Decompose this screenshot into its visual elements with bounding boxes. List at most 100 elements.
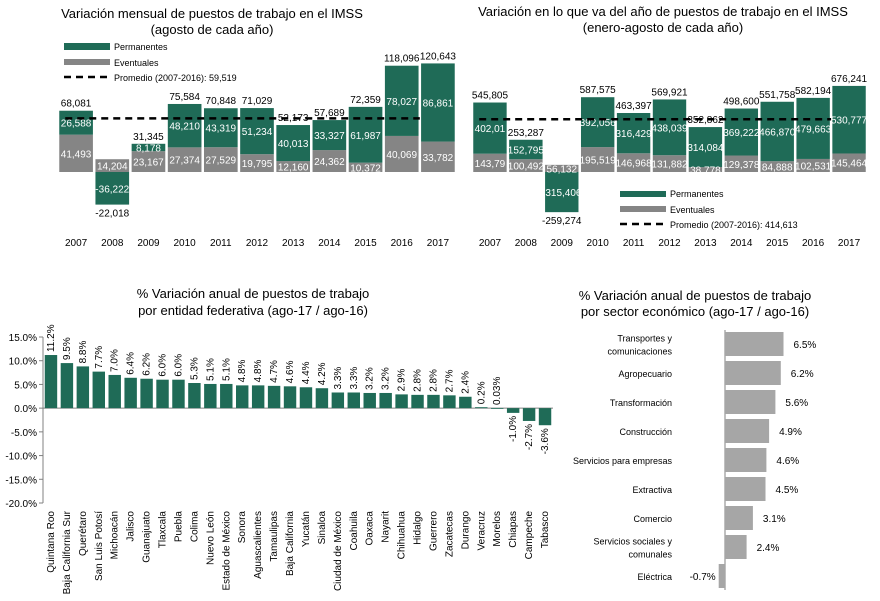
total-value-label: 551,758	[759, 90, 796, 101]
state-bar	[44, 355, 58, 409]
state-value-label: 6.4%	[126, 352, 137, 375]
sector-value-label: -0.7%	[690, 572, 716, 583]
sector-bar	[725, 419, 770, 443]
state-category-label: Ciudad de México	[333, 511, 344, 591]
state-category-label: Hidalgo	[413, 511, 424, 545]
state-value-label: 2.7%	[444, 369, 455, 392]
sector-value-label: 4.9%	[779, 427, 802, 438]
perm-value-label: -36,222	[95, 184, 129, 195]
sector-bar	[725, 390, 776, 414]
state-value-label: -2.7%	[524, 424, 535, 450]
total-value-label: 118,096	[384, 54, 420, 65]
bar-permanentes	[384, 65, 419, 136]
state-bar	[204, 383, 217, 409]
state-category-label: Coahuila	[349, 511, 360, 551]
bar-eventuales	[240, 154, 274, 172]
sector-category-label: comunales	[628, 550, 672, 560]
state-bar	[506, 408, 520, 413]
event-value-label: 38,778	[690, 166, 721, 177]
total-value-label: 57,689	[314, 108, 345, 119]
total-value-label: 68,081	[61, 99, 92, 110]
total-value-label: 463,397	[616, 101, 653, 112]
state-category-label: Nayarit	[381, 511, 392, 543]
state-bar	[315, 388, 329, 409]
state-value-label: 3.2%	[381, 367, 392, 390]
perm-value-label: 530,777	[831, 116, 868, 127]
category-label: 2007	[479, 238, 502, 249]
bar-permanentes	[348, 106, 383, 163]
bar-permanentes	[652, 99, 687, 156]
bar-eventuales	[724, 155, 759, 172]
sector-bar	[725, 448, 767, 472]
perm-value-label: 392,056	[580, 118, 617, 129]
sector-bar	[725, 332, 784, 356]
bar-eventuales	[95, 159, 130, 172]
bar-eventuales	[131, 151, 166, 172]
total-value-label: 582,194	[795, 86, 832, 97]
total-value-label: 120,643	[420, 51, 457, 62]
legend-perm-swatch	[64, 43, 110, 50]
bar-permanentes	[167, 103, 202, 148]
y-tick-label: -5.0%	[11, 428, 37, 439]
state-bar	[92, 371, 105, 409]
bar-eventuales	[832, 153, 866, 172]
bar-permanentes	[312, 120, 347, 151]
category-label: 2009	[137, 238, 160, 249]
legend2-perm-swatch	[620, 191, 666, 197]
state-bar	[522, 408, 536, 421]
total-value-label: 72,359	[350, 95, 381, 106]
bar-eventuales	[312, 150, 347, 172]
state-category-label: Puebla	[173, 511, 184, 543]
category-label: 2008	[101, 238, 124, 249]
category-label: 2012	[246, 238, 269, 249]
state-bar	[299, 387, 313, 409]
bar-permanentes	[760, 101, 794, 162]
bar-eventuales	[796, 158, 830, 172]
bar-permanentes	[545, 172, 579, 213]
bar-permanentes	[688, 127, 723, 168]
state-bar	[124, 377, 137, 409]
total-value-label: 75,584	[169, 92, 200, 103]
sector-category-label: Comercio	[633, 514, 672, 524]
state-value-label: 3.2%	[365, 367, 376, 390]
chart3-title: % Variación anual de puestos de trabajo	[137, 286, 369, 301]
y-tick-label: -15.0%	[5, 475, 37, 486]
state-value-label: 3.3%	[349, 367, 360, 390]
sector-value-label: 2.4%	[757, 543, 780, 554]
category-label: 2013	[282, 238, 305, 249]
perm-value-label: 33,327	[314, 131, 345, 142]
category-label: 2010	[174, 238, 197, 249]
bar-permanentes	[95, 172, 130, 205]
event-value-label: 100,492	[508, 162, 545, 173]
sector-bar	[718, 564, 725, 588]
category-label: 2011	[210, 238, 232, 249]
total-value-label: 676,241	[831, 74, 868, 85]
sector-value-label: 4.5%	[776, 485, 799, 496]
state-category-label: Estado de México	[221, 511, 232, 591]
category-label: 2012	[658, 238, 681, 249]
bar-eventuales	[276, 161, 311, 172]
state-category-label: Baja California Sur	[62, 510, 73, 594]
state-bar	[172, 379, 185, 409]
perm-value-label: 8,178	[136, 143, 161, 154]
perm-value-label: 26,588	[61, 119, 92, 130]
state-category-label: Aguascalientes	[253, 511, 264, 579]
sector-variation-chart: % Variación anual de puestos de trabajo …	[573, 288, 816, 590]
state-value-label: -3.6%	[540, 428, 551, 454]
perm-value-label: 152,795	[508, 145, 545, 156]
state-category-label: Tabasco	[540, 511, 551, 549]
perm-value-label: 61,987	[350, 131, 381, 142]
bar-eventuales	[688, 167, 723, 172]
state-category-label: Guanajuato	[142, 511, 153, 563]
sector-bar	[725, 361, 781, 385]
sector-bar	[725, 477, 766, 501]
sector-value-label: 5.6%	[785, 398, 808, 409]
state-value-label: 4.7%	[269, 360, 280, 383]
sector-category-label: Servicios para empresas	[573, 456, 673, 466]
sector-value-label: 3.1%	[763, 514, 786, 525]
state-value-label: 5.1%	[205, 358, 216, 381]
event-value-label: 12,160	[278, 163, 309, 174]
bar-permanentes	[421, 63, 455, 142]
state-value-label: 2.8%	[428, 369, 439, 392]
